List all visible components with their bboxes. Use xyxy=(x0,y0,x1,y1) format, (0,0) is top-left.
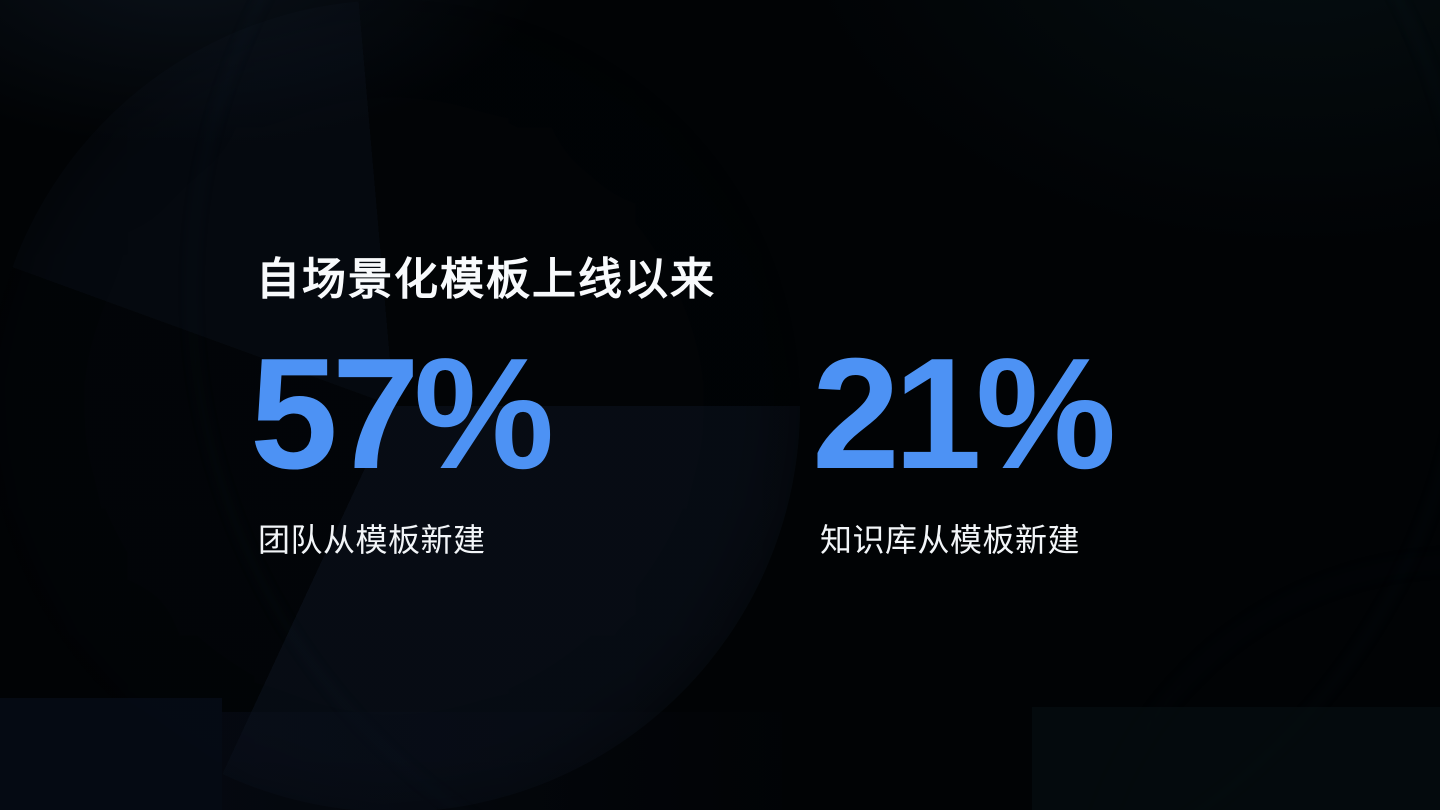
background-rect-bottom-left xyxy=(0,698,222,810)
stat-knowledge-bases-from-template: 21% 知识库从模板新建 xyxy=(812,326,1116,561)
stat-teams-from-template: 57% 团队从模板新建 xyxy=(250,326,554,561)
stat-teams-value: 57% xyxy=(250,326,554,502)
background-rect-bottom-mid xyxy=(222,712,782,810)
background-ring-bottom-right-shape xyxy=(1080,560,1440,810)
stat-teams-label: 团队从模板新建 xyxy=(258,522,486,558)
slide-title: 自场景化模板上线以来 xyxy=(256,255,716,304)
background-rect-bottom-right xyxy=(1032,707,1440,810)
stat-knowledge-bases-label: 知识库从模板新建 xyxy=(820,522,1081,558)
stat-knowledge-bases-value: 21% xyxy=(812,326,1116,502)
